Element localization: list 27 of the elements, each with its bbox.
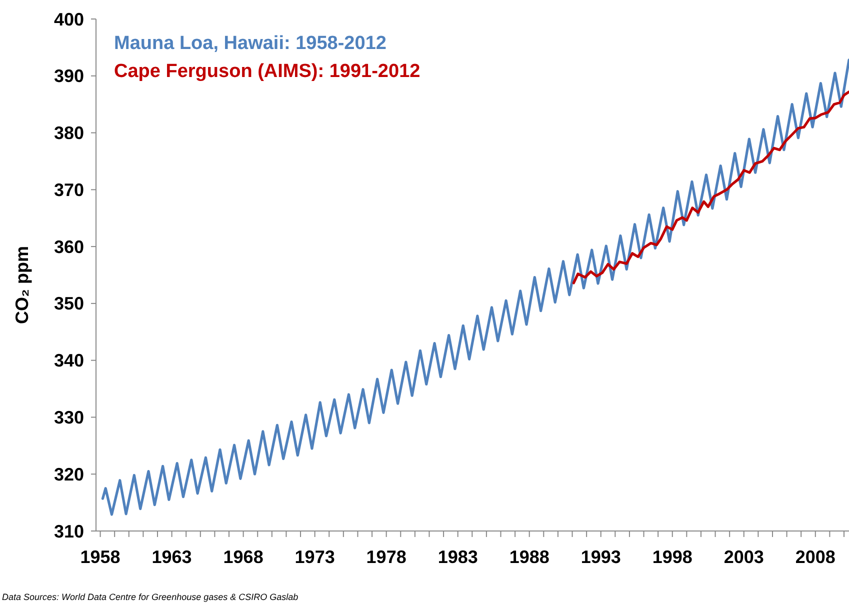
x-tick-label: 2008 [795, 547, 836, 567]
x-tick-label: 1993 [580, 547, 621, 567]
x-tick-label: 1998 [652, 547, 692, 567]
x-tick-label: 1983 [438, 547, 478, 567]
x-tick-label: 1963 [152, 547, 192, 567]
y-tick-label: 360 [54, 236, 84, 257]
y-tick-label: 390 [54, 66, 84, 86]
x-tick-label: 2003 [724, 547, 764, 567]
y-tick-label: 380 [54, 123, 84, 144]
y-tick-label: 370 [54, 180, 84, 200]
x-tick-label: 1978 [366, 547, 406, 567]
y-tick-label: 340 [54, 350, 84, 371]
text: Mauna Loa, Hawaii: 1958-2012 [114, 33, 386, 54]
y-tick-label: 320 [54, 464, 84, 484]
text: Cape Ferguson (AIMS): 1991-2012 [114, 61, 420, 82]
x-tick-label: 1968 [223, 547, 264, 567]
y-tick-label: 350 [54, 294, 84, 314]
y-tick-label: 400 [54, 9, 84, 30]
line-series [572, 90, 849, 284]
y-tick-label: 310 [54, 521, 84, 542]
y-tick-label: 330 [54, 408, 84, 428]
line-series [101, 58, 849, 516]
x-tick-label: 1973 [294, 547, 335, 567]
x-tick-label: 1988 [509, 547, 550, 567]
text: Data Sources: World Data Centre for Greenhouse gases & CSIRO Gaslab [2, 592, 298, 602]
x-tick-label: 1958 [80, 547, 120, 567]
y-axis-title: CO₂ ppm [12, 246, 32, 324]
